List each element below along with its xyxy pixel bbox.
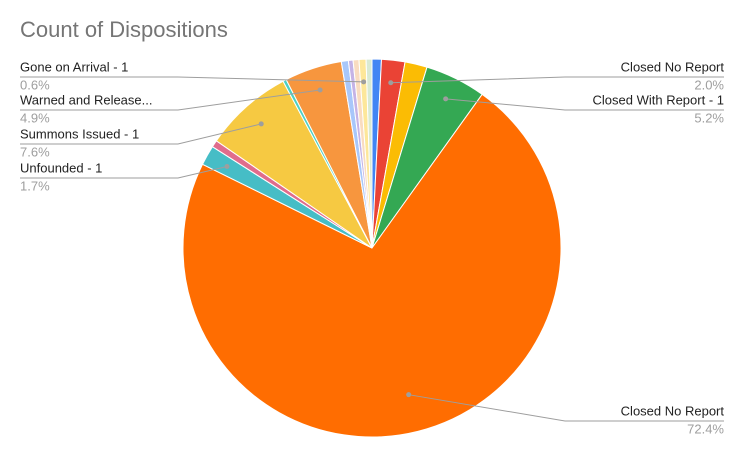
slice-percent: 5.2% — [694, 110, 724, 125]
slice-label: Unfounded - 1 — [20, 160, 102, 175]
leader-dot — [258, 121, 264, 127]
slice-percent: 0.6% — [20, 77, 50, 92]
slice-label: Closed With Report - 1 — [593, 92, 725, 107]
leader-line — [445, 98, 724, 111]
slice-percent: 4.9% — [20, 110, 50, 125]
leader-dot — [224, 164, 230, 170]
slice-percent: 72.4% — [687, 421, 724, 436]
leader-line — [390, 76, 724, 84]
chart-title: Count of Dispositions — [20, 17, 228, 42]
pie-slice — [365, 58, 373, 249]
slice-label: Gone on Arrival - 1 — [20, 59, 128, 74]
leader-line — [20, 123, 262, 145]
slice-label: Summons Issued - 1 — [20, 126, 139, 141]
leader-line — [20, 89, 321, 111]
slice-label: Closed No Report — [621, 403, 725, 418]
pie-slice — [182, 93, 562, 438]
leader-line — [20, 166, 228, 179]
slice-percent: 7.6% — [20, 144, 50, 159]
slice-percent: 1.7% — [20, 178, 50, 193]
leader-dot — [361, 79, 367, 85]
leader-dot — [388, 80, 394, 86]
leader-dot — [406, 392, 412, 398]
leader-line — [20, 76, 364, 83]
leader-line — [408, 394, 724, 422]
slice-label: Warned and Release... — [20, 92, 152, 107]
slice-percent: 2.0% — [694, 77, 724, 92]
leader-dot — [317, 87, 323, 93]
leader-dot — [443, 96, 449, 102]
slice-label: Closed No Report — [621, 59, 725, 74]
